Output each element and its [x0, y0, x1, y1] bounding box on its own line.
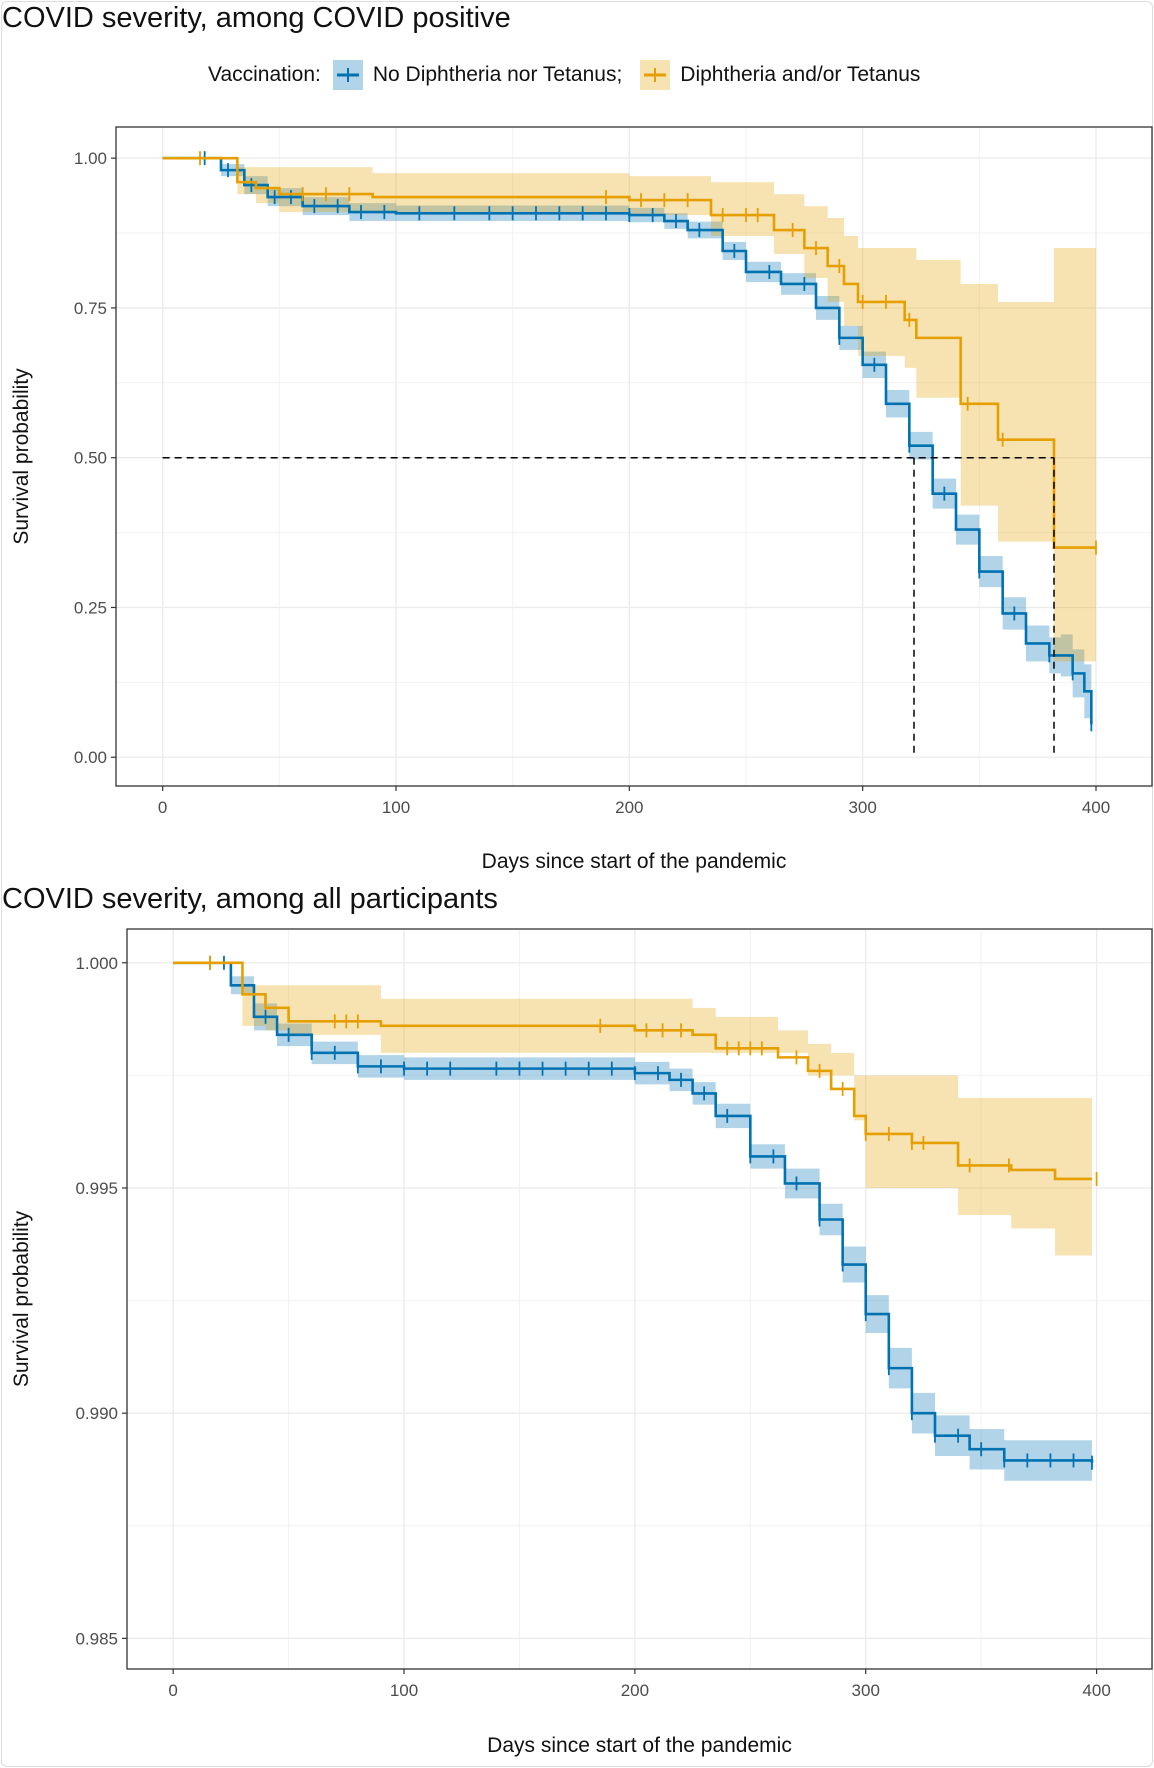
- legend: Vaccination: No Diphtheria nor Tetanus; …: [208, 60, 920, 90]
- y-axis-label: Survival probability: [10, 1210, 33, 1387]
- x-tick-label: 200: [621, 1681, 649, 1700]
- x-tick-label: 300: [848, 798, 876, 817]
- legend-label-vaccination: Diphtheria and/or Tetanus: [680, 63, 921, 86]
- x-tick-label: 100: [382, 798, 410, 817]
- plot-border: [126, 928, 1153, 1670]
- ci-ribbon-vaccination: [162, 158, 1096, 662]
- y-tick-label: 0.985: [75, 1629, 118, 1648]
- km-plot-covid-positive: 0 100 200 300 400 0.00 0.25 0.50 0.75 1.00 Days si…: [10, 126, 1153, 873]
- y-tick-label: 0.50: [74, 449, 107, 468]
- survival-line-vaccination: [173, 961, 1092, 1181]
- chart-title-bottom: COVID severity, among all participants: [2, 883, 498, 915]
- y-tick-label: 1.00: [74, 149, 107, 168]
- x-tick-label: 0: [158, 798, 167, 817]
- x-tick-label: 200: [615, 798, 643, 817]
- survival-line-no-vaccination: [162, 156, 1093, 725]
- y-tick-label: 0.995: [75, 1179, 118, 1198]
- survival-line-no-vaccination: [173, 961, 1094, 1463]
- y-axis-label: Survival probability: [10, 368, 33, 545]
- x-tick-label: 400: [1082, 1681, 1110, 1700]
- x-tick-label: 300: [852, 1681, 880, 1700]
- y-tick-label: 0.75: [74, 299, 107, 318]
- plot-border: [115, 126, 1153, 787]
- legend-title: Vaccination:: [208, 63, 321, 86]
- y-tick-label: 0.990: [75, 1404, 118, 1423]
- x-tick-label: 400: [1082, 798, 1110, 817]
- ci-ribbon-vaccination: [173, 962, 1092, 1256]
- y-tick-label: 0.25: [74, 598, 107, 617]
- x-axis-label: Days since start of the pandemic: [482, 850, 787, 873]
- legend-key-vaccination-icon: [640, 60, 671, 90]
- x-tick-label: 100: [390, 1681, 418, 1700]
- y-tick-label: 1.000: [75, 954, 118, 973]
- legend-key-no-vaccination-icon: [332, 60, 363, 90]
- y-tick-label: 0.00: [74, 748, 107, 767]
- x-tick-label: 0: [168, 1681, 177, 1700]
- x-axis-label: Days since start of the pandemic: [487, 1734, 792, 1757]
- chart-title-top: COVID severity, among COVID positive: [2, 2, 511, 34]
- legend-label-no-vaccination: No Diphtheria nor Tetanus;: [372, 63, 623, 86]
